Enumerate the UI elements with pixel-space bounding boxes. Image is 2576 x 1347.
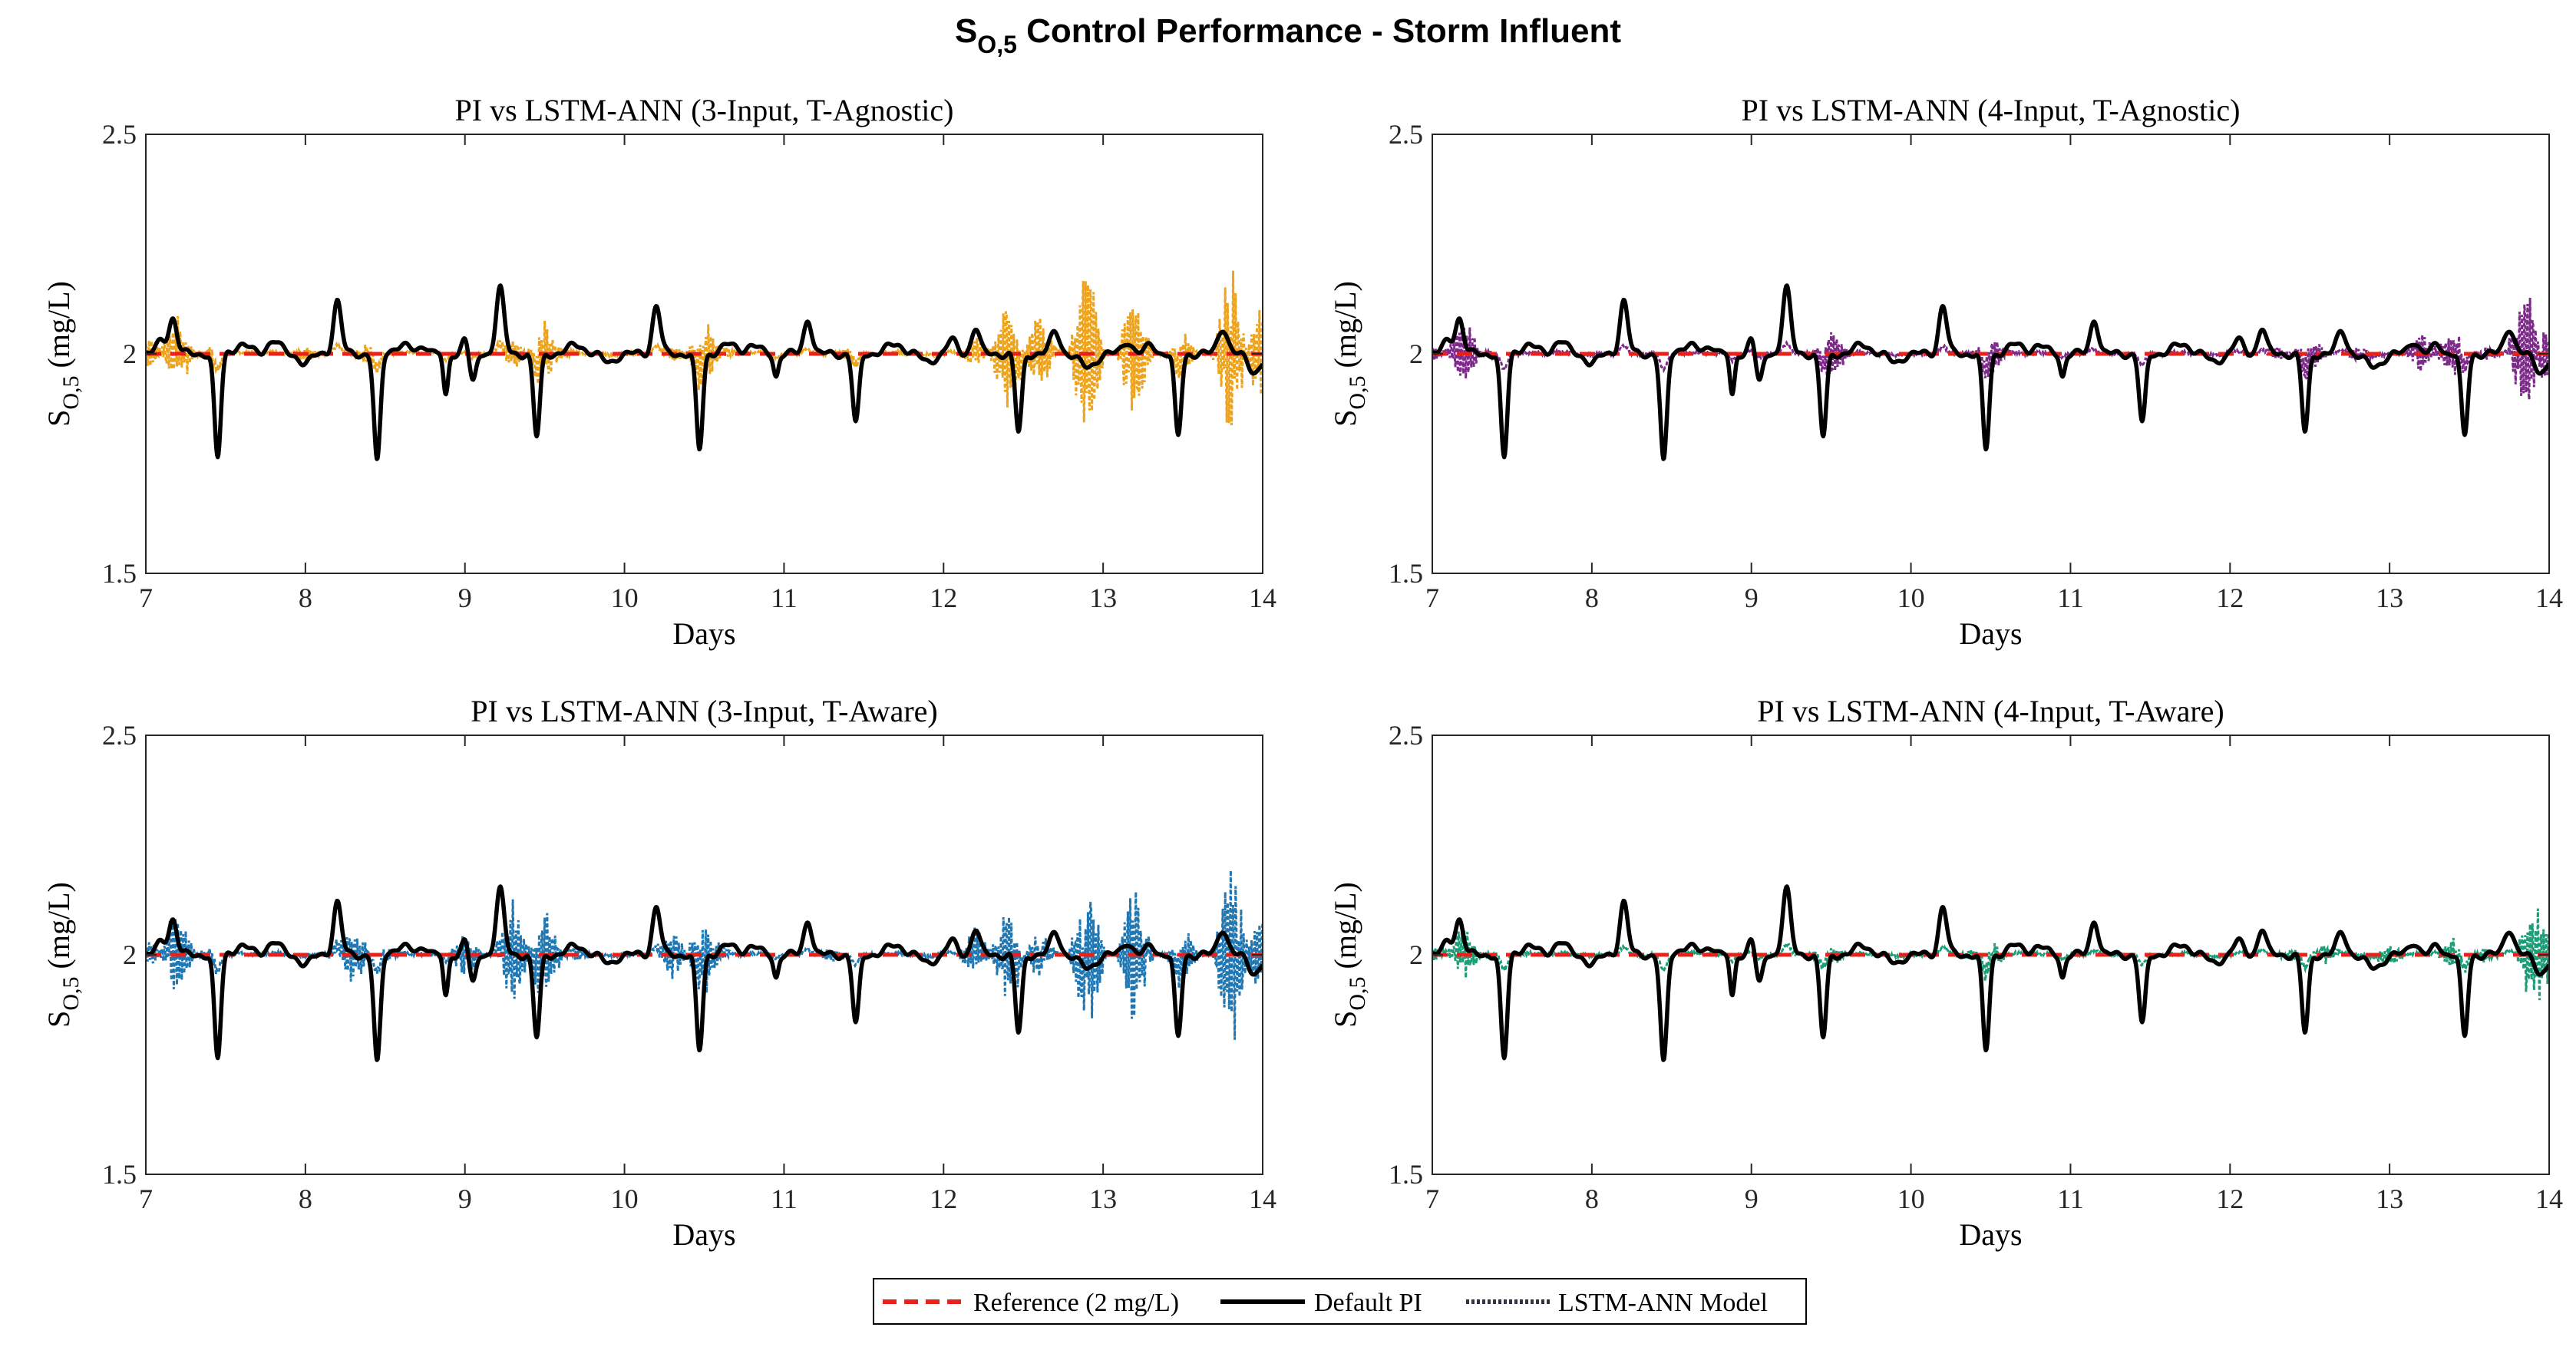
panel-title: PI vs LSTM-ANN (4-Input, T-Agnostic) xyxy=(1742,93,2241,127)
chart-panel-1: 7 8 9 10 11 12 13 14 1.5 2 2.5 PI vs LSTM-ANN (4-In… xyxy=(1328,93,2563,651)
y-tick-label: 1.5 xyxy=(1389,558,1423,589)
x-tick-label: 14 xyxy=(2535,1184,2563,1214)
y-axis-label-sub: O,5 xyxy=(58,976,84,1010)
y-axis-label-main: S xyxy=(1328,410,1362,427)
y-axis-label-unit: (mg/L) xyxy=(1328,281,1362,375)
x-axis-label: Days xyxy=(672,1217,735,1252)
x-tick-label: 13 xyxy=(2376,583,2403,613)
y-axis-label-sub: O,5 xyxy=(58,375,84,409)
y-axis-label-unit: (mg/L) xyxy=(1328,882,1362,976)
x-tick-label: 7 xyxy=(1425,583,1439,613)
lstm-series xyxy=(1432,908,2549,1001)
plot-lines xyxy=(146,870,1263,1062)
chart-panel-2: 7 8 9 10 11 12 13 14 1.5 2 2.5 PI vs LSTM-ANN (3-In… xyxy=(41,694,1276,1252)
panel-title: PI vs LSTM-ANN (3-Input, T-Agnostic) xyxy=(455,93,954,127)
x-tick-label: 9 xyxy=(1745,1184,1759,1214)
y-axis-label-sub: O,5 xyxy=(1345,976,1370,1010)
x-tick-label: 8 xyxy=(299,583,312,613)
pi-series xyxy=(146,884,1263,1062)
x-tick-label: 7 xyxy=(139,583,153,613)
x-tick-label: 9 xyxy=(1745,583,1759,613)
x-axis-label: Days xyxy=(672,616,735,651)
x-tick-label: 14 xyxy=(2535,583,2563,613)
plot-lines xyxy=(1432,884,2549,1062)
y-tick-label: 2 xyxy=(123,338,137,369)
legend: Reference (2 mg/L) Default PI LSTM-ANN M… xyxy=(873,1278,1807,1325)
y-tick-label: 1.5 xyxy=(1389,1159,1423,1190)
chart-panel-3: 7 8 9 10 11 12 13 14 1.5 2 2.5 PI vs LSTM-ANN (4-In… xyxy=(1328,694,2563,1252)
x-tick-label: 13 xyxy=(2376,1184,2403,1214)
plot-lines xyxy=(1432,283,2549,461)
x-tick-label: 12 xyxy=(930,583,957,613)
y-axis-label: SO,5 (mg/L) xyxy=(41,882,84,1028)
y-tick-label: 2 xyxy=(1409,939,1423,970)
x-tick-label: 8 xyxy=(1585,583,1599,613)
y-axis-label: SO,5 (mg/L) xyxy=(1328,281,1370,427)
y-tick-label: 1.5 xyxy=(102,558,137,589)
pi-series xyxy=(1432,884,2549,1062)
legend-pi-label: Default PI xyxy=(1314,1289,1422,1317)
y-axis-label: SO,5 (mg/L) xyxy=(41,281,84,427)
y-tick-label: 2 xyxy=(123,939,137,970)
x-tick-label: 12 xyxy=(930,1184,957,1214)
x-tick-label: 11 xyxy=(771,583,798,613)
plot-lines xyxy=(146,270,1263,461)
x-tick-label: 9 xyxy=(458,1184,472,1214)
x-tick-label: 9 xyxy=(458,583,472,613)
y-axis-label-unit: (mg/L) xyxy=(41,882,76,976)
y-tick-label: 2.5 xyxy=(1389,720,1423,751)
panels: 7 8 9 10 11 12 13 14 1.5 2 2.5 PI vs LSTM-ANN (3-In… xyxy=(41,93,2563,1252)
x-axis-label: Days xyxy=(1959,616,2022,651)
x-tick-label: 7 xyxy=(1425,1184,1439,1214)
x-tick-label: 12 xyxy=(2216,583,2244,613)
x-tick-label: 7 xyxy=(139,1184,153,1214)
panel-title: PI vs LSTM-ANN (3-Input, T-Aware) xyxy=(471,694,937,728)
x-tick-label: 12 xyxy=(2216,1184,2244,1214)
panel-title: PI vs LSTM-ANN (4-Input, T-Aware) xyxy=(1757,694,2224,728)
x-tick-label: 8 xyxy=(299,1184,312,1214)
x-tick-label: 10 xyxy=(611,1184,639,1214)
chart-panel-0: 7 8 9 10 11 12 13 14 1.5 2 2.5 PI vs LSTM-ANN (3-In… xyxy=(41,93,1276,651)
y-axis-label-sub: O,5 xyxy=(1345,375,1370,409)
y-tick-label: 2.5 xyxy=(102,119,137,150)
x-tick-label: 14 xyxy=(1249,583,1276,613)
y-tick-label: 2.5 xyxy=(102,720,137,751)
y-tick-label: 2.5 xyxy=(1389,119,1423,150)
x-tick-label: 10 xyxy=(611,583,639,613)
x-tick-label: 14 xyxy=(1249,1184,1276,1214)
x-tick-label: 13 xyxy=(1089,583,1117,613)
x-tick-label: 11 xyxy=(2057,1184,2084,1214)
y-axis-label-main: S xyxy=(41,410,76,427)
legend-reference-label: Reference (2 mg/L) xyxy=(973,1289,1179,1317)
figure-title: SO,5 Control Performance - Storm Influen… xyxy=(955,12,1621,58)
y-axis-label-unit: (mg/L) xyxy=(41,281,76,375)
x-tick-label: 8 xyxy=(1585,1184,1599,1214)
x-tick-label: 13 xyxy=(1089,1184,1117,1214)
y-axis-label-main: S xyxy=(1328,1011,1362,1028)
pi-series xyxy=(1432,283,2549,461)
x-tick-label: 10 xyxy=(1897,1184,1925,1214)
pi-series xyxy=(146,283,1263,461)
x-tick-label: 11 xyxy=(771,1184,798,1214)
x-tick-label: 11 xyxy=(2057,583,2084,613)
x-tick-label: 10 xyxy=(1897,583,1925,613)
y-tick-label: 2 xyxy=(1409,338,1423,369)
y-axis-label-main: S xyxy=(41,1011,76,1028)
y-tick-label: 1.5 xyxy=(102,1159,137,1190)
legend-box xyxy=(873,1278,1807,1325)
y-axis-label: SO,5 (mg/L) xyxy=(1328,882,1370,1028)
legend-lstm-label: LSTM-ANN Model xyxy=(1558,1289,1768,1317)
x-axis-label: Days xyxy=(1959,1217,2022,1252)
